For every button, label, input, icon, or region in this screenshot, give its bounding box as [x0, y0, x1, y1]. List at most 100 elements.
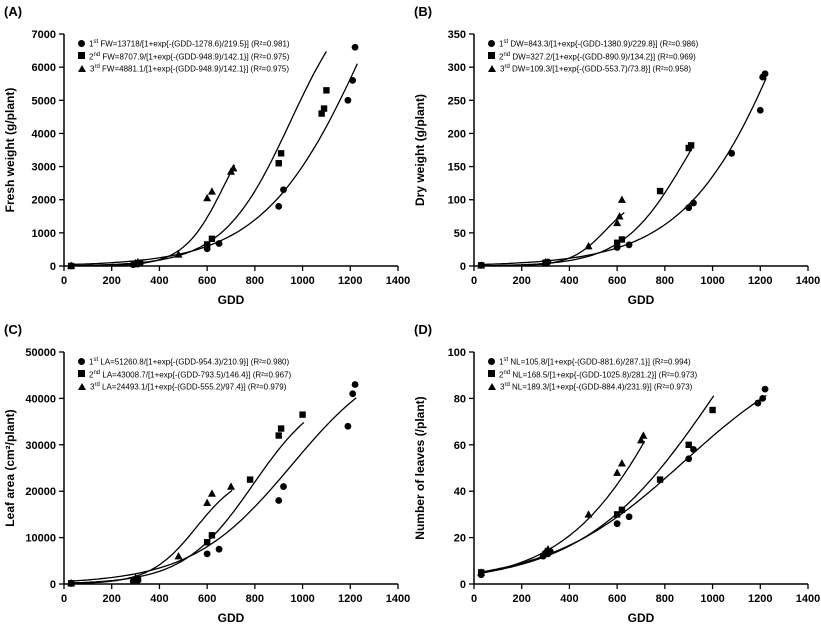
data-point-circle: [754, 399, 762, 407]
data-point-triangle: [617, 459, 626, 467]
y-tick-label: 7000: [32, 29, 56, 41]
fit-curve-1st LA: [68, 397, 357, 582]
legend-text: 3rd LA=24493.1/[1+exp{-(GDD-555.2)/97.4}…: [90, 382, 287, 392]
data-point-triangle: [133, 257, 142, 266]
legend-item-1st DW: 1st DW=843.3/[1+exp{-(GDD-1380.9)/229.8}…: [488, 38, 698, 49]
data-point-circle: [761, 385, 769, 393]
square-marker-icon: [488, 52, 495, 60]
legend-item-3rd NL: 3rd NL=189.3/[1+exp{-(GDD-884.4)/231.9}]…: [488, 381, 697, 392]
fit-curve-2nd NL: [478, 395, 715, 575]
legend-item-3rd DW: 3rd DW=109.3/[1+exp{-(GDD-553.7)/73.8}] …: [488, 63, 698, 74]
triangle-marker-icon: [78, 65, 86, 73]
y-tick-label: 40: [454, 486, 466, 498]
panel-c-leaf-area: 0 200 400 600 800 1000 1200 1400 0 10000 20000 3000…: [0, 318, 410, 636]
square-marker-icon: [78, 52, 85, 60]
x-tick-label: 800: [656, 275, 674, 287]
fit-curve-1st DW: [478, 77, 767, 266]
chart-(B): 0 200 400 600 800 1000 1200 1400 0 50 100 150 200 250…: [413, 29, 820, 307]
y-tick-label: 40000: [25, 393, 56, 405]
y-tick-label: 100: [448, 195, 466, 207]
legend-item-1st FW: 1st FW=13718/[1+exp{-(GDD-1278.6)/219.5}…: [78, 38, 290, 49]
x-tick-label: 1400: [796, 593, 820, 605]
y-tick-label: 20: [454, 533, 466, 545]
x-tick-label: 1000: [290, 275, 314, 287]
x-tick-label: 400: [150, 275, 168, 287]
x-tick-label: 0: [61, 275, 67, 287]
fit-curve-1st NL: [478, 394, 767, 574]
chart-(C): 0 200 400 600 800 1000 1200 1400 0 10000 20000 3000…: [3, 347, 410, 625]
x-tick-label: 1400: [796, 275, 820, 287]
data-point-circle: [685, 455, 693, 463]
data-point-triangle: [613, 218, 622, 227]
panel-b-dry-weight: 0 200 400 600 800 1000 1200 1400 0 50 100 150 200 250…: [410, 0, 820, 318]
chart-(D): 0 200 400 600 800 1000 1200 1400 0 20 40 60 80 100 GDD…: [413, 347, 820, 625]
triangle-marker-icon: [78, 383, 86, 391]
fit-curve-1st FW: [68, 63, 358, 266]
legend-item-2nd FW: 2nd FW=8707.9/[1+exp{-(GDD-948.9)/142.1}…: [78, 51, 290, 61]
x-tick-label: 1200: [748, 275, 772, 287]
circle-marker-icon: [488, 357, 495, 365]
x-tick-label: 1400: [386, 275, 410, 287]
legend: 1st DW=843.3/[1+exp{-(GDD-1380.9)/229.8}…: [488, 38, 698, 74]
y-tick-label: 0: [460, 579, 466, 591]
y-tick-label: 0: [50, 261, 56, 273]
data-point-triangle: [131, 573, 140, 582]
data-point-triangle: [584, 241, 593, 250]
x-tick-label: 800: [246, 593, 264, 605]
data-point-triangle: [584, 510, 593, 518]
y-axis-label: Fresh weight (g/plant): [3, 88, 17, 213]
legend-text: 1st DW=843.3/[1+exp{-(GDD-1380.9)/229.8}…: [499, 39, 699, 49]
y-tick-label: 100: [448, 347, 466, 359]
y-tick-label: 300: [448, 62, 466, 74]
data-point-square: [275, 160, 282, 167]
data-point-circle: [215, 545, 223, 553]
x-tick-label: 1000: [290, 593, 314, 605]
x-tick-label: 1200: [338, 593, 362, 605]
data-point-triangle: [615, 212, 624, 220]
legend-text: 2nd NL=168.5/[1+exp{-(GDD-1025.8)/281.2}…: [499, 369, 698, 380]
data-point-square: [709, 406, 716, 414]
data-point-circle: [351, 43, 359, 51]
panel-a-fresh-weight: 0 200 400 600 800 1000 1200 1400 0 1000 2000 3000 40…: [0, 0, 410, 318]
y-tick-label: 4000: [32, 128, 56, 140]
y-tick-label: 50: [454, 228, 466, 240]
x-axis-label: GDD: [218, 293, 245, 307]
data-point-circle: [344, 96, 352, 104]
data-point-circle: [349, 77, 357, 84]
data-point-triangle: [227, 482, 235, 490]
legend-text: 3rd FW=4881.1/[1+exp{-(GDD-948.9)/142.1}…: [90, 64, 290, 74]
data-point-circle: [625, 241, 633, 249]
data-point-square: [318, 110, 325, 117]
x-axis-label: GDD: [218, 611, 245, 625]
data-point-triangle: [203, 193, 212, 202]
data-point-circle: [203, 550, 211, 558]
data-point-triangle: [637, 435, 645, 444]
x-tick-label: 1000: [700, 275, 724, 287]
x-tick-label: 1200: [338, 275, 362, 287]
x-tick-label: 600: [608, 275, 626, 287]
data-point-square: [203, 539, 211, 546]
data-point-circle: [280, 186, 287, 194]
legend-item-3rd LA: 3rd LA=24493.1/[1+exp{-(GDD-555.2)/97.4}…: [78, 381, 291, 392]
x-tick-label: 400: [560, 275, 578, 287]
square-marker-icon: [78, 370, 85, 378]
y-tick-label: 5000: [32, 95, 56, 107]
data-point-circle: [351, 381, 359, 388]
data-point-triangle: [67, 578, 76, 587]
x-tick-label: 600: [198, 593, 216, 605]
data-point-square: [656, 187, 664, 195]
legend-text: 3rd NL=189.3/[1+exp{-(GDD-884.4)/231.9}]…: [500, 382, 693, 392]
y-tick-label: 1000: [32, 228, 56, 240]
legend-item-1st NL: 1st NL=105.8/[1+exp{-(GDD-881.6)/287.1}]…: [488, 356, 697, 367]
data-point-square: [275, 432, 282, 439]
x-axis-label: GDD: [628, 611, 655, 625]
data-point-square: [656, 476, 664, 483]
x-tick-label: 1000: [700, 593, 724, 605]
legend-text: 2nd DW=327.2/[1+exp{-(GDD-890.9)/134.2}]…: [499, 51, 696, 62]
data-point-circle: [728, 149, 736, 157]
legend-item-2nd LA: 2nd LA=43008.7/[1+exp{-(GDD-793.5)/146.4…: [78, 369, 291, 379]
y-axis-label: Number of leaves (/plant): [413, 396, 427, 539]
data-point-triangle: [541, 257, 550, 266]
data-point-square: [208, 532, 216, 539]
